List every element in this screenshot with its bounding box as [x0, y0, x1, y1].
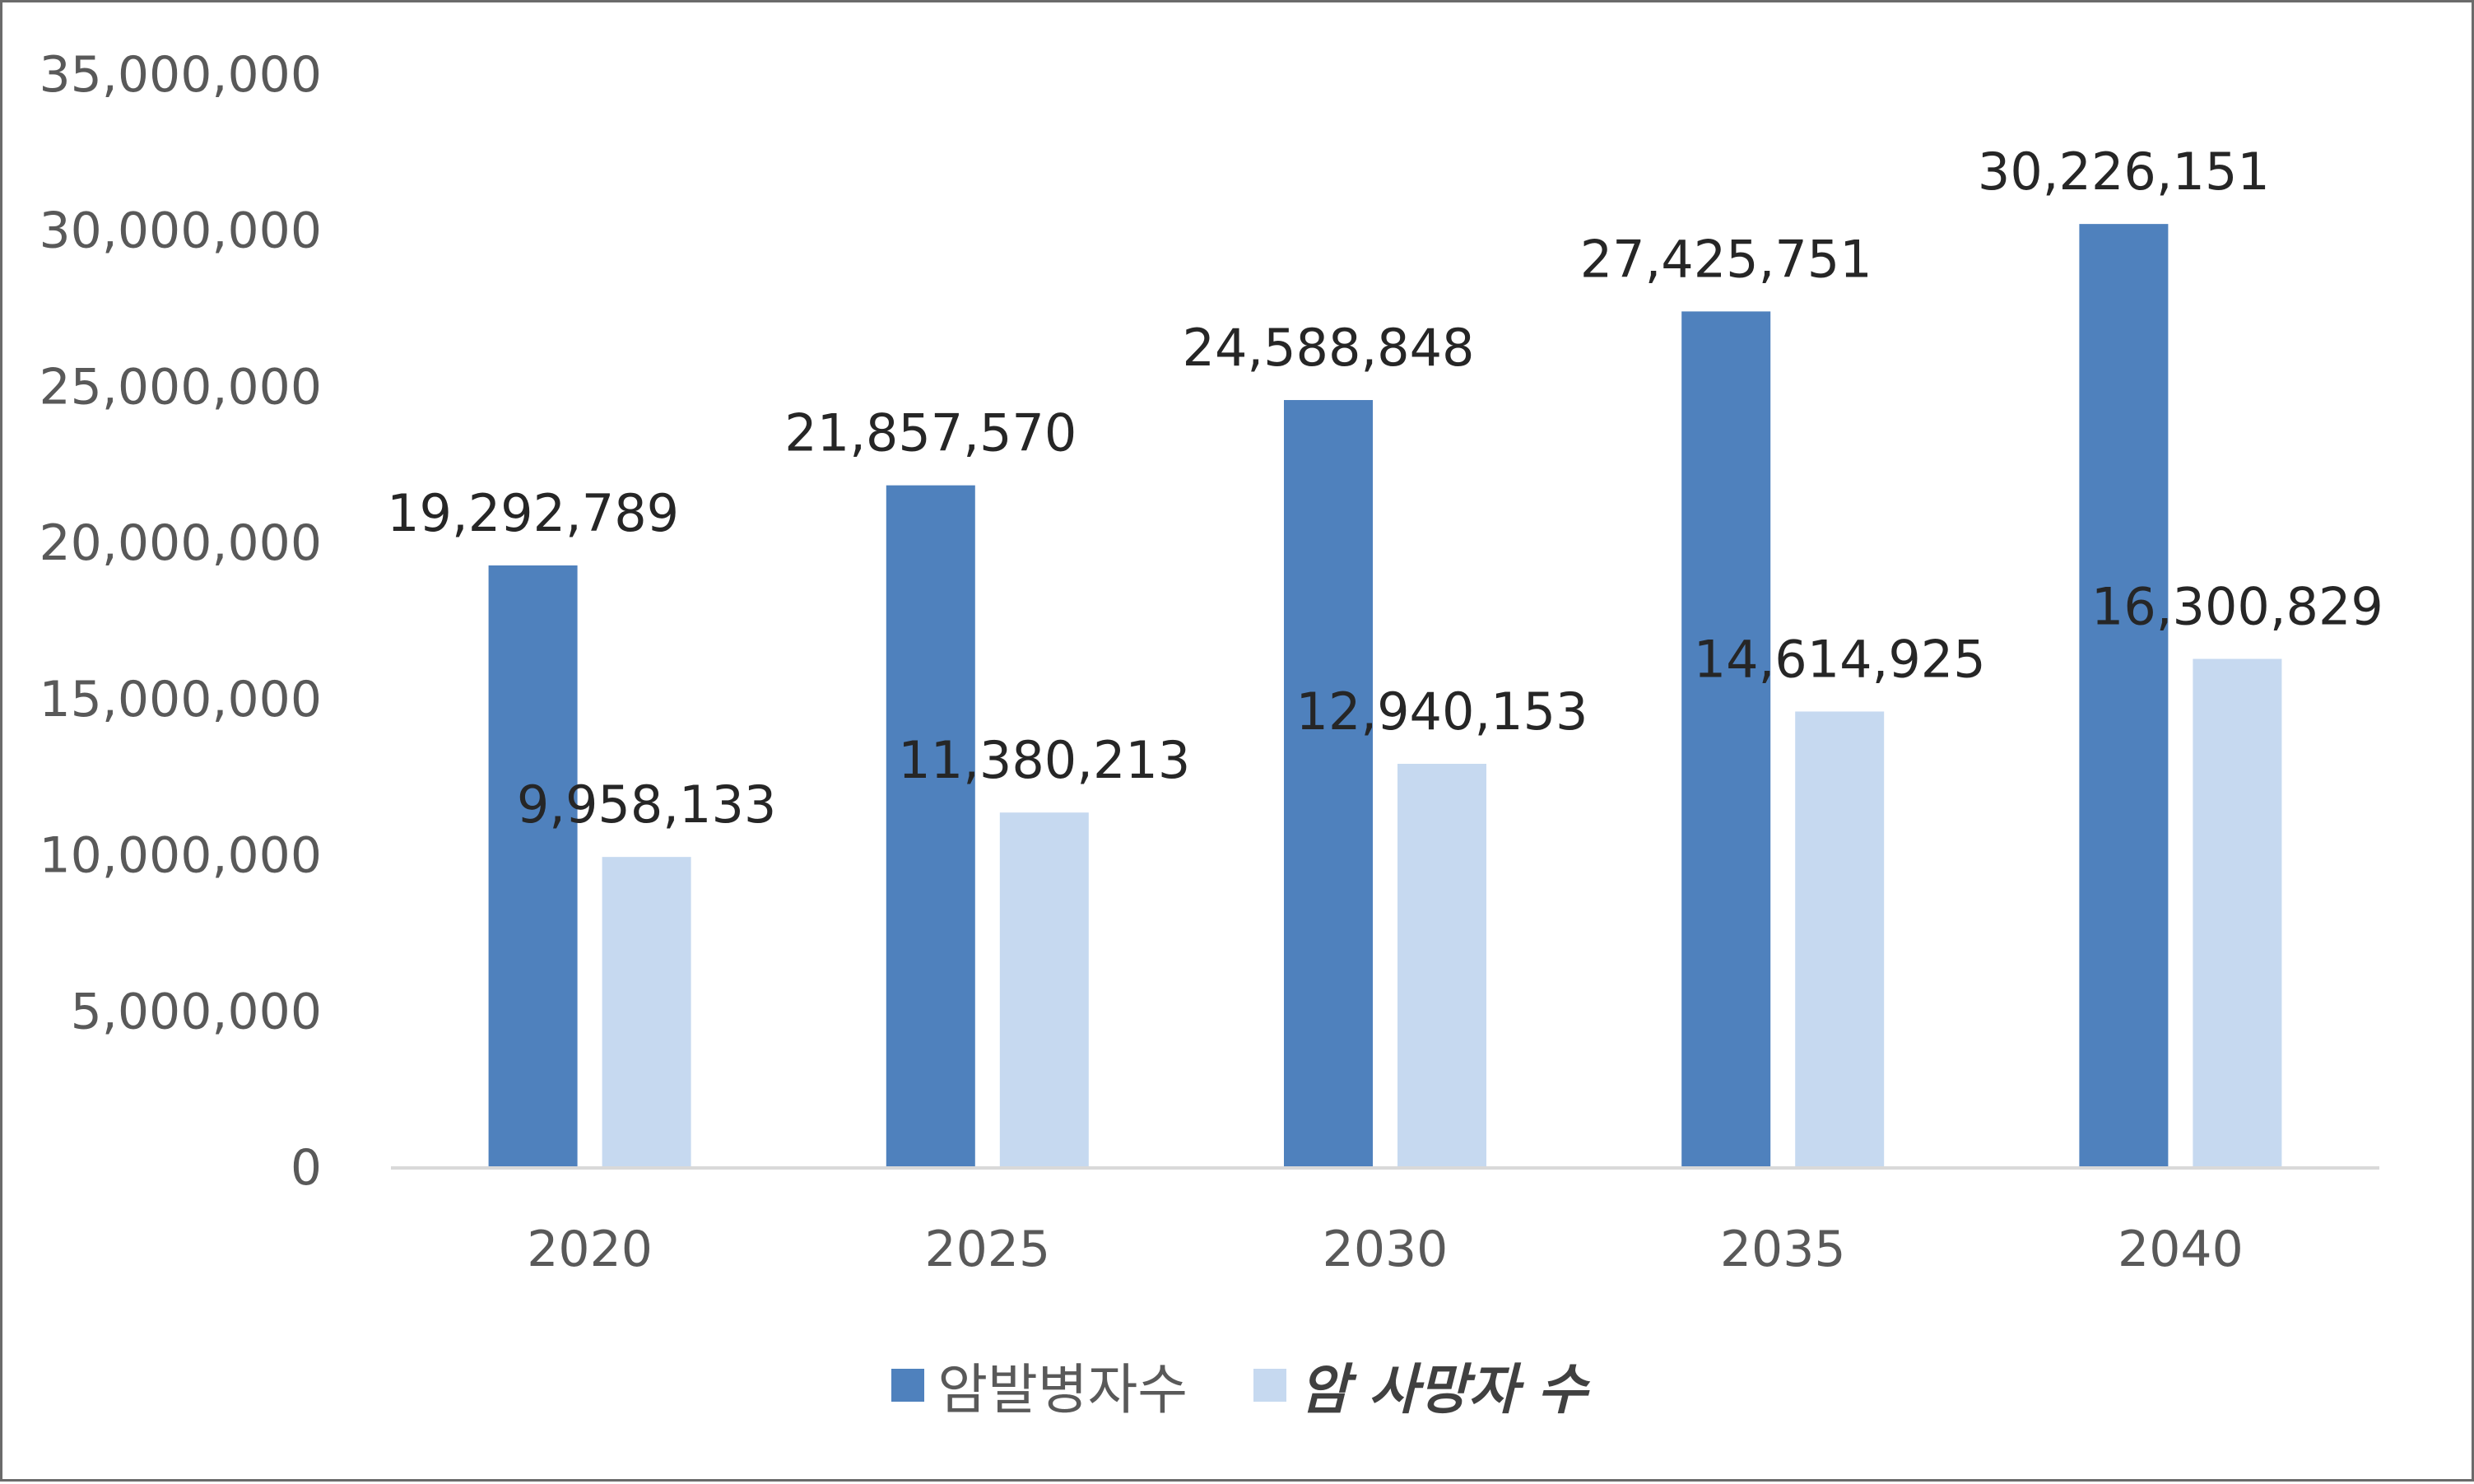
legend-swatch-incidence	[891, 1369, 925, 1402]
x-tick-label: 2035	[1720, 1221, 1846, 1278]
bar-series-2-2035[interactable]	[1795, 711, 1885, 1168]
bar-series-2-2030[interactable]	[1397, 764, 1486, 1168]
bar-series-2-2025[interactable]	[999, 812, 1089, 1168]
data-label-series-1-2030: 24,588,848	[1183, 318, 1475, 378]
data-label-series-1-2040: 30,226,151	[1978, 142, 2270, 202]
x-axis: 2020 2025 2030 2035 2040	[391, 1166, 2379, 1278]
data-label-series-2-2030: 12,940,153	[1296, 682, 1588, 742]
x-tick-label: 2020	[527, 1221, 653, 1278]
bar-series-2-2020[interactable]	[602, 857, 691, 1168]
legend-item-deaths[interactable]: 암 사망자 수	[1253, 1346, 1588, 1425]
x-tick-label: 2030	[1323, 1221, 1449, 1278]
x-tick-label: 2025	[924, 1221, 1050, 1278]
bars	[488, 224, 2282, 1169]
legend-swatch-deaths	[1253, 1369, 1287, 1402]
data-labels: 19,292,789 21,857,570 24,588,848 27,425,751…	[387, 142, 2383, 835]
y-tick-label: 15,000,000	[39, 671, 322, 728]
data-label-series-2-2020: 9,958,133	[517, 775, 777, 835]
data-label-series-2-2035: 14,614,925	[1694, 629, 1986, 689]
bar-series-1-2040[interactable]	[2079, 224, 2169, 1168]
y-tick-label: 35,000,000	[39, 46, 322, 104]
y-axis: 0 5,000,000 10,000,000 15,000,000 20,000,000…	[39, 46, 322, 1197]
bar-series-1-2035[interactable]	[1681, 311, 1771, 1168]
data-label-series-1-2020: 19,292,789	[387, 483, 679, 543]
x-tick-label: 2040	[2118, 1221, 2244, 1278]
y-tick-label: 0	[291, 1139, 322, 1197]
legend-label-deaths: 암 사망자 수	[1300, 1358, 1588, 1421]
y-tick-label: 30,000,000	[39, 202, 322, 260]
y-tick-label: 20,000,000	[39, 514, 322, 572]
bar-series-1-2020[interactable]	[488, 565, 578, 1168]
y-tick-label: 10,000,000	[39, 827, 322, 885]
data-label-series-2-2025: 11,380,213	[898, 730, 1190, 790]
bar-series-1-2030[interactable]	[1284, 400, 1373, 1169]
legend-item-incidence[interactable]: 암발병자수	[891, 1346, 1188, 1425]
data-label-series-2-2040: 16,300,829	[2091, 577, 2383, 637]
bar-series-1-2025[interactable]	[886, 485, 975, 1168]
data-label-series-1-2035: 27,425,751	[1580, 229, 1872, 289]
bar-series-2-2040[interactable]	[2193, 658, 2282, 1169]
legend-label-incidence: 암발병자수	[937, 1358, 1188, 1421]
y-tick-label: 25,000,000	[39, 358, 322, 416]
legend: 암발병자수 암 사망자 수	[2, 1340, 2474, 1431]
data-label-series-1-2025: 21,857,570	[784, 403, 1077, 463]
y-tick-label: 5,000,000	[71, 983, 322, 1040]
